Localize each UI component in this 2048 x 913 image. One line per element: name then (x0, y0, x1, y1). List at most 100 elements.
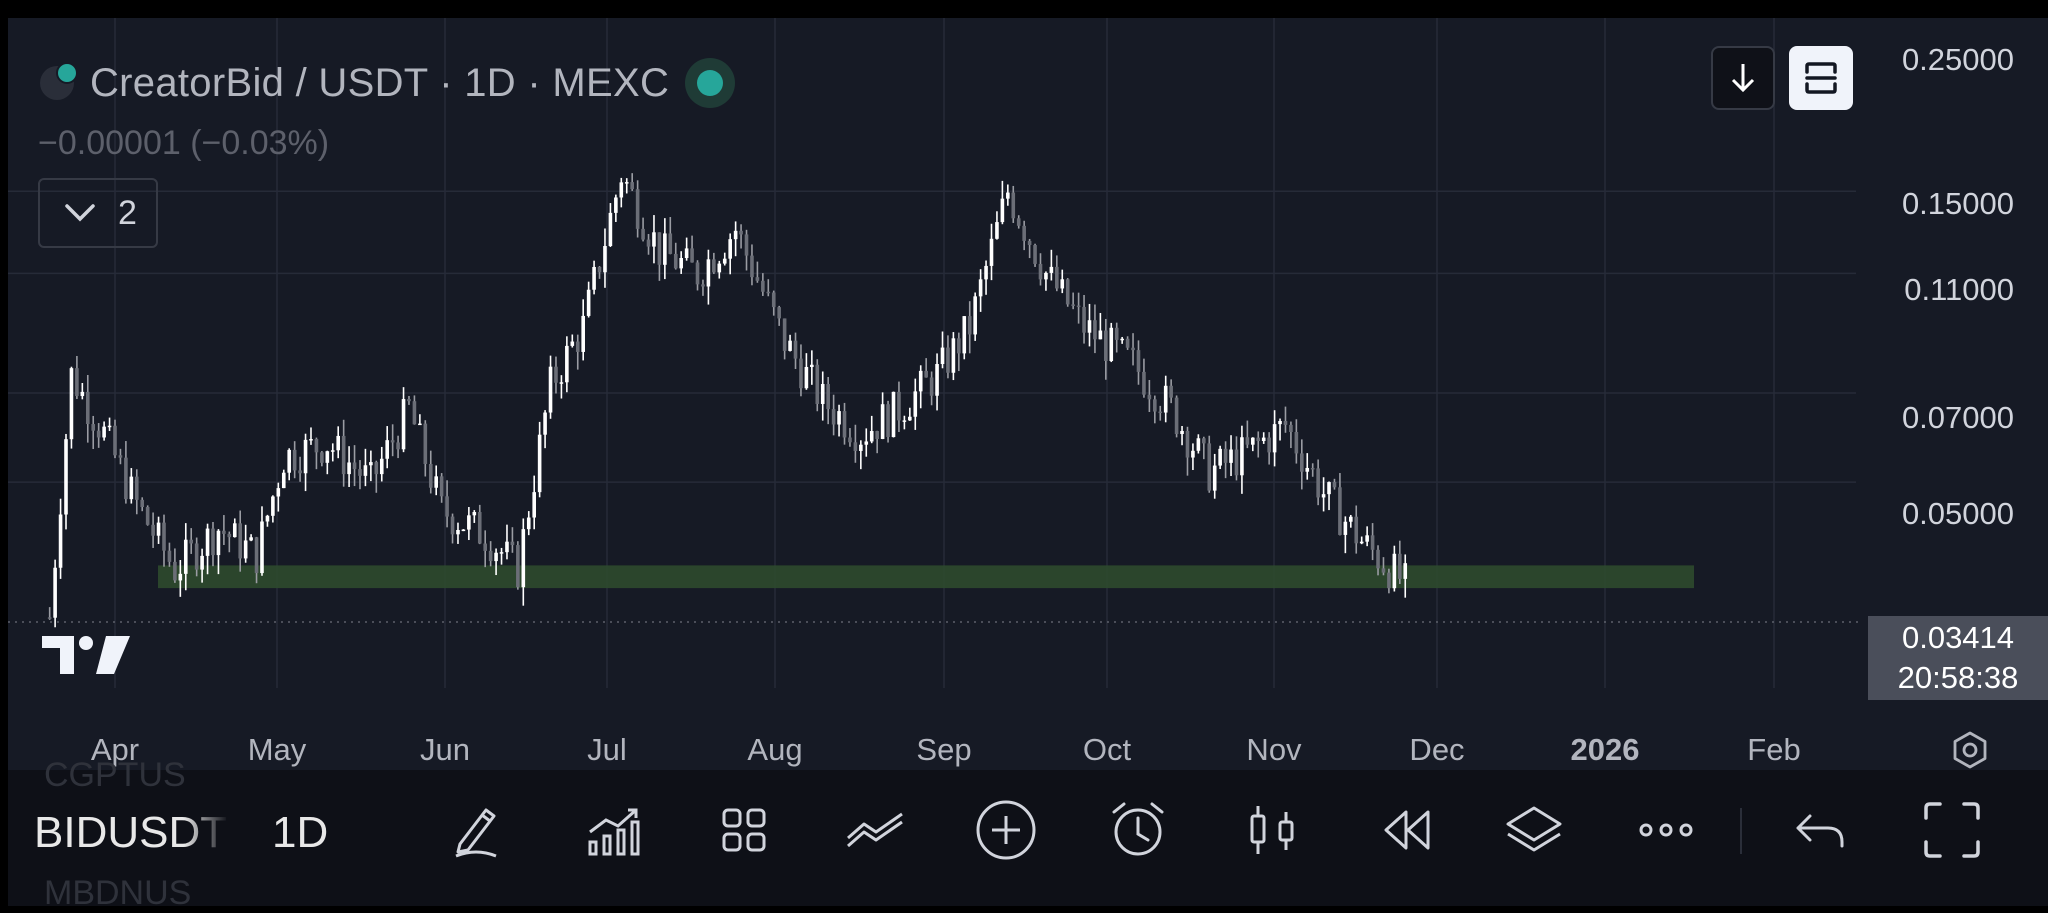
replay-icon (1384, 810, 1430, 850)
candle (102, 421, 106, 441)
candle-body (1104, 330, 1108, 362)
add-button[interactable] (974, 798, 1038, 862)
candle-body (624, 182, 629, 184)
current-price-value: 0.03414 (1901, 620, 2015, 655)
candle (374, 460, 379, 493)
candle-body (875, 431, 879, 439)
candle-body (1212, 465, 1217, 491)
candle-body (249, 537, 253, 541)
candle-body (1267, 437, 1271, 453)
candle (516, 541, 520, 590)
candle-body (1120, 338, 1124, 341)
candle-body (64, 439, 68, 515)
replay-button[interactable] (1372, 798, 1436, 862)
candle (1158, 405, 1163, 421)
candle (532, 475, 536, 530)
candle-body (194, 543, 199, 570)
candle-body (586, 289, 591, 316)
candle-body (1218, 448, 1222, 466)
candle (1022, 220, 1026, 251)
candle-body (183, 539, 188, 574)
time-label: Sep (916, 732, 972, 767)
layers-button[interactable] (1502, 798, 1566, 862)
candle (450, 513, 455, 544)
candle-body (532, 492, 536, 518)
candle (320, 451, 324, 467)
candle-body (859, 444, 863, 451)
symbol-list-prev[interactable]: CGPTUS (44, 756, 186, 794)
candle-body (766, 291, 771, 294)
compare-button[interactable] (844, 798, 908, 862)
undo-button[interactable] (1788, 798, 1852, 862)
candle-body (548, 366, 553, 413)
draw-tool-button[interactable] (446, 798, 510, 862)
candle (984, 260, 988, 295)
candle-body (281, 472, 286, 489)
arrow-down-icon (1731, 64, 1755, 93)
settings-icon[interactable] (1950, 730, 1990, 770)
candle-body (96, 430, 101, 438)
price-label: 0.11000 (1904, 272, 2014, 307)
symbol-list-next[interactable]: MBDNUS (44, 874, 192, 912)
fullscreen-button[interactable] (1920, 798, 1984, 862)
candle (1245, 420, 1250, 449)
candle-body (673, 253, 678, 269)
more-button[interactable] (1634, 798, 1698, 862)
candle (989, 223, 994, 281)
candle-body (728, 239, 732, 259)
candle-body (537, 434, 542, 493)
indicators-toggle[interactable]: 2 (38, 178, 158, 248)
candle (1055, 255, 1059, 292)
candle-body (298, 470, 302, 474)
candle (875, 430, 879, 454)
layout-button[interactable] (712, 798, 776, 862)
candle-body (869, 431, 874, 442)
candle-body (265, 515, 270, 522)
candle (352, 445, 357, 487)
candle-body (385, 440, 390, 459)
indicators-button[interactable] (580, 798, 644, 862)
chart-type-icon (1250, 806, 1294, 854)
candle-body (717, 263, 722, 273)
candle (1191, 443, 1195, 471)
time-label: Jul (587, 732, 627, 767)
candle (124, 441, 128, 504)
candle (1310, 463, 1315, 477)
candle-body (989, 238, 994, 266)
alert-button[interactable] (1106, 798, 1170, 862)
candle (281, 469, 286, 489)
candle-body (118, 455, 123, 458)
candle-body (472, 512, 477, 516)
interval-selector[interactable]: 1D (272, 808, 329, 857)
chart-panel[interactable]: CreatorBid / USDT · 1D · MEXC −0.00001 (… (8, 18, 2048, 770)
candle-body (831, 409, 836, 425)
bottom-toolbar (8, 770, 2048, 906)
candle-body (1376, 549, 1380, 569)
candle-body (1163, 385, 1168, 413)
candle (1185, 426, 1190, 476)
candle-body (935, 364, 939, 396)
candle (657, 232, 662, 281)
candle (728, 233, 732, 275)
candle (243, 524, 248, 563)
candle (194, 537, 199, 577)
symbol-fade (184, 790, 228, 890)
support-zone (158, 565, 1694, 589)
candle (526, 511, 531, 536)
price-label: 0.15000 (1901, 186, 2014, 221)
price-chart[interactable] (8, 18, 2048, 770)
candle-body (58, 514, 63, 568)
candle-body (232, 523, 237, 538)
candle (75, 355, 79, 399)
market-status-icon[interactable] (685, 58, 736, 108)
download-button[interactable] (1711, 46, 1775, 110)
candle (390, 424, 395, 457)
candle (1398, 540, 1402, 584)
candle (788, 334, 792, 352)
screenshot-button[interactable] (1789, 46, 1853, 110)
candle (548, 355, 553, 419)
symbol-header[interactable]: CreatorBid / USDT · 1D · MEXC (40, 56, 736, 110)
candle (1038, 253, 1043, 286)
chart-type-button[interactable] (1240, 798, 1304, 862)
candle (423, 420, 428, 477)
